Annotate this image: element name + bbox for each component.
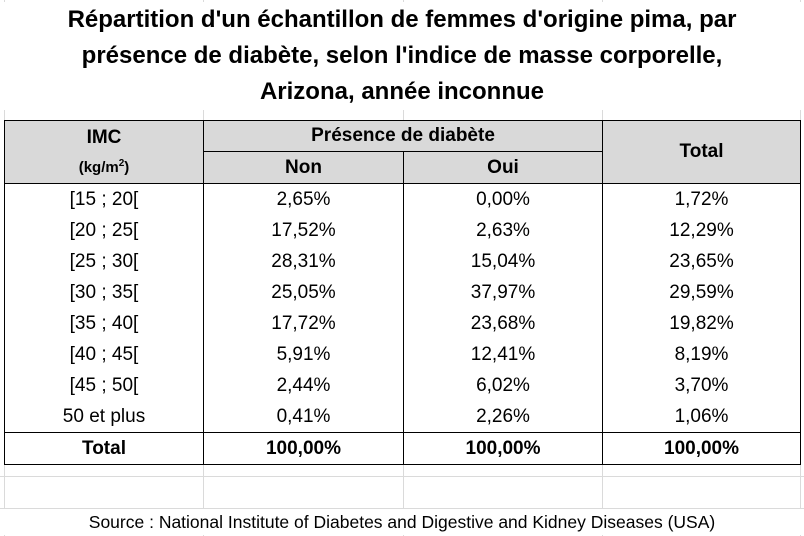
table-row: [15 ; 20[2,65% 0,00% 1,72%: [4, 183, 802, 215]
total-cell-total: 100,00%: [602, 432, 802, 465]
header-imc: IMC (kg/m2): [4, 120, 204, 184]
table-row: [20 ; 25[17,52% 2,63% 12,29%: [4, 215, 802, 246]
cell-non: 2,65%: [203, 183, 404, 215]
table-title: Répartition d'un échantillon de femmes d…: [0, 2, 804, 110]
total-cell-oui: 100,00%: [402, 432, 604, 465]
cell-non: 17,52%: [203, 215, 404, 246]
cell-total: 3,70%: [602, 370, 802, 401]
cell-non: 0,41%: [203, 401, 404, 433]
cell-oui: 0,00%: [402, 183, 604, 215]
cell-total: 12,29%: [602, 215, 802, 246]
total-cell-non: 100,00%: [203, 432, 404, 465]
cell-imc: 50 et plus: [4, 401, 204, 433]
header-imc-unit: (kg/m2): [78, 158, 130, 176]
source-note: Source : National Institute of Diabetes …: [0, 508, 804, 535]
cell-total: 29,59%: [602, 277, 802, 308]
cell-total: 8,19%: [602, 339, 802, 370]
title-line-2: présence de diabète, selon l'indice de m…: [81, 42, 723, 69]
title-line-1: Répartition d'un échantillon de femmes d…: [67, 6, 737, 33]
cell-oui: 12,41%: [402, 339, 604, 370]
cell-non: 17,72%: [203, 308, 404, 339]
cell-non: 25,05%: [203, 277, 404, 308]
cell-total: 23,65%: [602, 246, 802, 277]
table-row: [45 ; 50[2,44% 6,02% 3,70%: [4, 370, 802, 401]
header-total: Total: [602, 120, 802, 184]
cell-non: 2,44%: [203, 370, 404, 401]
table-row: [35 ; 40[17,72% 23,68% 19,82%: [4, 308, 802, 339]
header-presence: Présence de diabète: [202, 120, 604, 152]
cell-non: 5,91%: [203, 339, 404, 370]
cell-oui: 23,68%: [402, 308, 604, 339]
table-body: [15 ; 20[2,65% 0,00% 1,72% [20 ; 25[17,52% 2…: [4, 183, 802, 465]
cell-imc: [25 ; 30[: [4, 246, 204, 277]
table-row: [25 ; 30[28,31% 15,04% 23,65%: [4, 246, 802, 277]
cell-total: 19,82%: [602, 308, 802, 339]
cell-non: 28,31%: [203, 246, 404, 277]
cell-oui: 2,63%: [402, 215, 604, 246]
total-row: Total 100,00% 100,00% 100,00%: [4, 432, 802, 465]
cell-imc: [45 ; 50[: [4, 370, 204, 401]
cell-imc: [35 ; 40[: [4, 308, 204, 339]
table-row: [30 ; 35[25,05% 37,97% 29,59%: [4, 277, 802, 308]
cell-total: 1,72%: [602, 183, 802, 215]
total-cell-imc: Total: [4, 432, 204, 465]
gridline: [0, 476, 804, 477]
cell-total: 1,06%: [602, 401, 802, 433]
header-non: Non: [203, 151, 404, 184]
table-row: 50 et plus 0,41% 2,26% 1,06%: [4, 401, 802, 433]
header-imc-label: IMC: [86, 127, 122, 148]
cell-oui: 15,04%: [402, 246, 604, 277]
title-line-3: Arizona, année inconnue: [259, 78, 545, 105]
cell-imc: [40 ; 45[: [4, 339, 204, 370]
cell-imc: [30 ; 35[: [4, 277, 204, 308]
cell-oui: 6,02%: [402, 370, 604, 401]
cell-imc: [20 ; 25[: [4, 215, 204, 246]
data-table: IMC (kg/m2) Présence de diabète Total No…: [4, 120, 802, 465]
cell-oui: 37,97%: [402, 277, 604, 308]
cell-oui: 2,26%: [402, 401, 604, 433]
table-row: [40 ; 45[5,91% 12,41% 8,19%: [4, 339, 802, 370]
cell-imc: [15 ; 20[: [4, 183, 204, 215]
header-oui: Oui: [402, 151, 604, 184]
